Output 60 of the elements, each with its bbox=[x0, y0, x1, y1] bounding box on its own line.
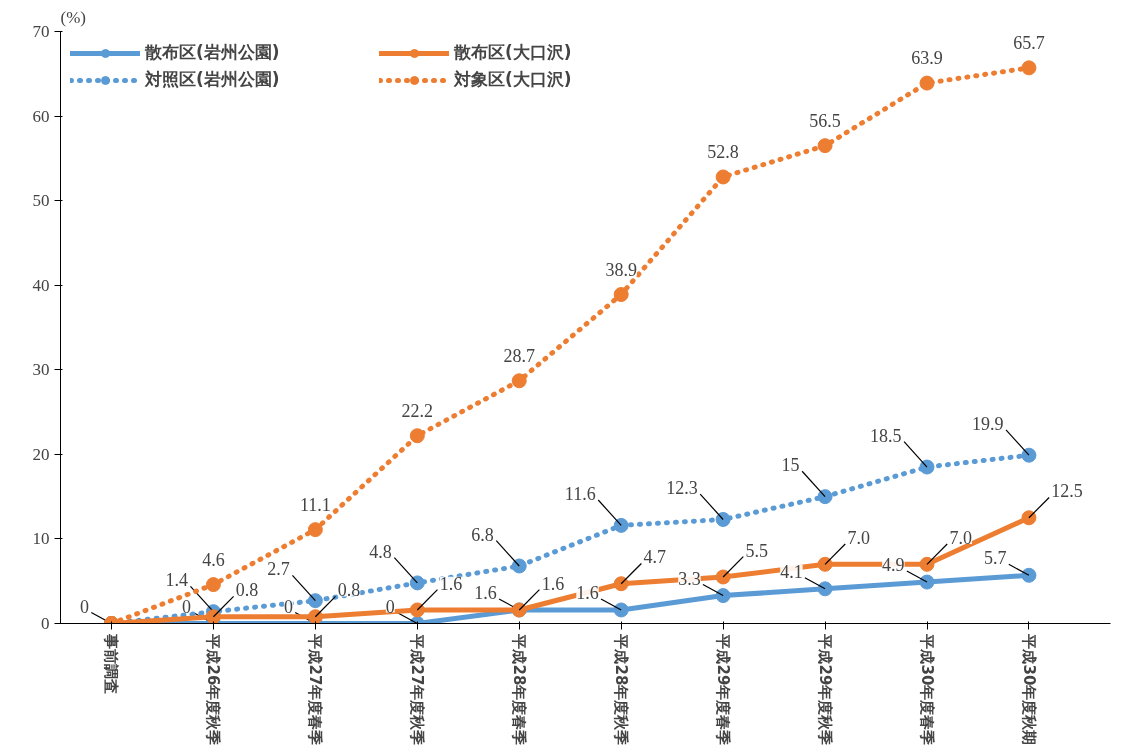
y-tick-label: 50 bbox=[32, 191, 50, 211]
data-label: 5.7 bbox=[984, 548, 1007, 569]
y-tick-label: 10 bbox=[32, 529, 50, 549]
data-label: 0 bbox=[181, 596, 191, 617]
x-tick-label: 平成29年度春季 bbox=[714, 633, 733, 746]
y-tick-label: 40 bbox=[32, 275, 50, 295]
data-label: 4.9 bbox=[882, 555, 905, 576]
data-label: 7.0 bbox=[847, 528, 870, 548]
data-label: 1.6 bbox=[474, 582, 497, 603]
data-label: 4.7 bbox=[643, 547, 667, 568]
data-label: 12.5 bbox=[1051, 481, 1083, 502]
data-label: 11.6 bbox=[564, 484, 596, 505]
x-tick-label: 平成28年度春季 bbox=[510, 633, 529, 746]
data-label: 1.6 bbox=[576, 582, 599, 603]
data-label: 15 bbox=[781, 455, 800, 476]
data-label: 56.5 bbox=[809, 111, 841, 132]
legend-label: 散布区(大口沢) bbox=[454, 41, 573, 64]
data-label: 0 bbox=[385, 596, 395, 617]
data-label: 12.3 bbox=[666, 478, 698, 499]
data-label: 6.8 bbox=[471, 524, 494, 545]
data-label: 65.7 bbox=[1013, 33, 1045, 54]
data-label: 4.1 bbox=[780, 561, 803, 582]
data-label: 28.7 bbox=[503, 346, 535, 367]
y-tick-label: 20 bbox=[32, 444, 50, 464]
data-label: 1.6 bbox=[439, 573, 463, 594]
data-label: 4.6 bbox=[202, 549, 225, 570]
data-label: 52.8 bbox=[707, 142, 739, 163]
y-tick-label: 30 bbox=[32, 360, 50, 380]
y-tick-label: 0 bbox=[41, 614, 50, 633]
x-tick-label: 平成26年度秋季 bbox=[204, 633, 223, 746]
data-label: 0 bbox=[283, 596, 293, 617]
data-label: 2.7 bbox=[267, 559, 290, 580]
y-tick-label: 60 bbox=[32, 106, 50, 126]
x-tick-label: 平成29年度秋季 bbox=[816, 633, 835, 746]
data-label: 1.4 bbox=[165, 570, 188, 591]
data-label: 18.5 bbox=[870, 425, 902, 446]
x-tick-label: 事前調査 bbox=[102, 633, 121, 695]
x-tick-label: 平成27年度秋季 bbox=[408, 633, 427, 746]
x-tick-label: 平成30年度秋期 bbox=[1019, 633, 1038, 746]
data-label: 7.0 bbox=[949, 528, 972, 548]
data-label: 22.2 bbox=[401, 401, 434, 422]
x-tick-label: 平成30年度春季 bbox=[918, 633, 936, 746]
data-label: 0.8 bbox=[337, 580, 361, 601]
data-label: 38.9 bbox=[605, 259, 637, 280]
y-axis-title: (%) bbox=[60, 7, 86, 27]
legend-label: 散布区(岩州公園) bbox=[145, 41, 281, 64]
x-tick-label: 平成28年度秋季 bbox=[612, 633, 631, 746]
data-label: 1.6 bbox=[541, 573, 565, 594]
legend-label: 対象区(大口沢) bbox=[454, 68, 573, 91]
y-tick-label: 70 bbox=[32, 22, 50, 41]
data-label: 19.9 bbox=[971, 413, 1004, 434]
data-label: 5.5 bbox=[745, 540, 769, 561]
data-label: 4.8 bbox=[369, 541, 392, 562]
data-label: 0.8 bbox=[235, 580, 259, 601]
data-label: 3.3 bbox=[678, 568, 701, 589]
legend-label: 対照区(岩州公園) bbox=[145, 68, 281, 91]
data-label: 63.9 bbox=[911, 48, 943, 69]
data-label: 0 bbox=[80, 596, 90, 617]
data-label: 11.1 bbox=[299, 495, 331, 516]
x-tick-label: 平成27年度春季 bbox=[306, 633, 325, 746]
